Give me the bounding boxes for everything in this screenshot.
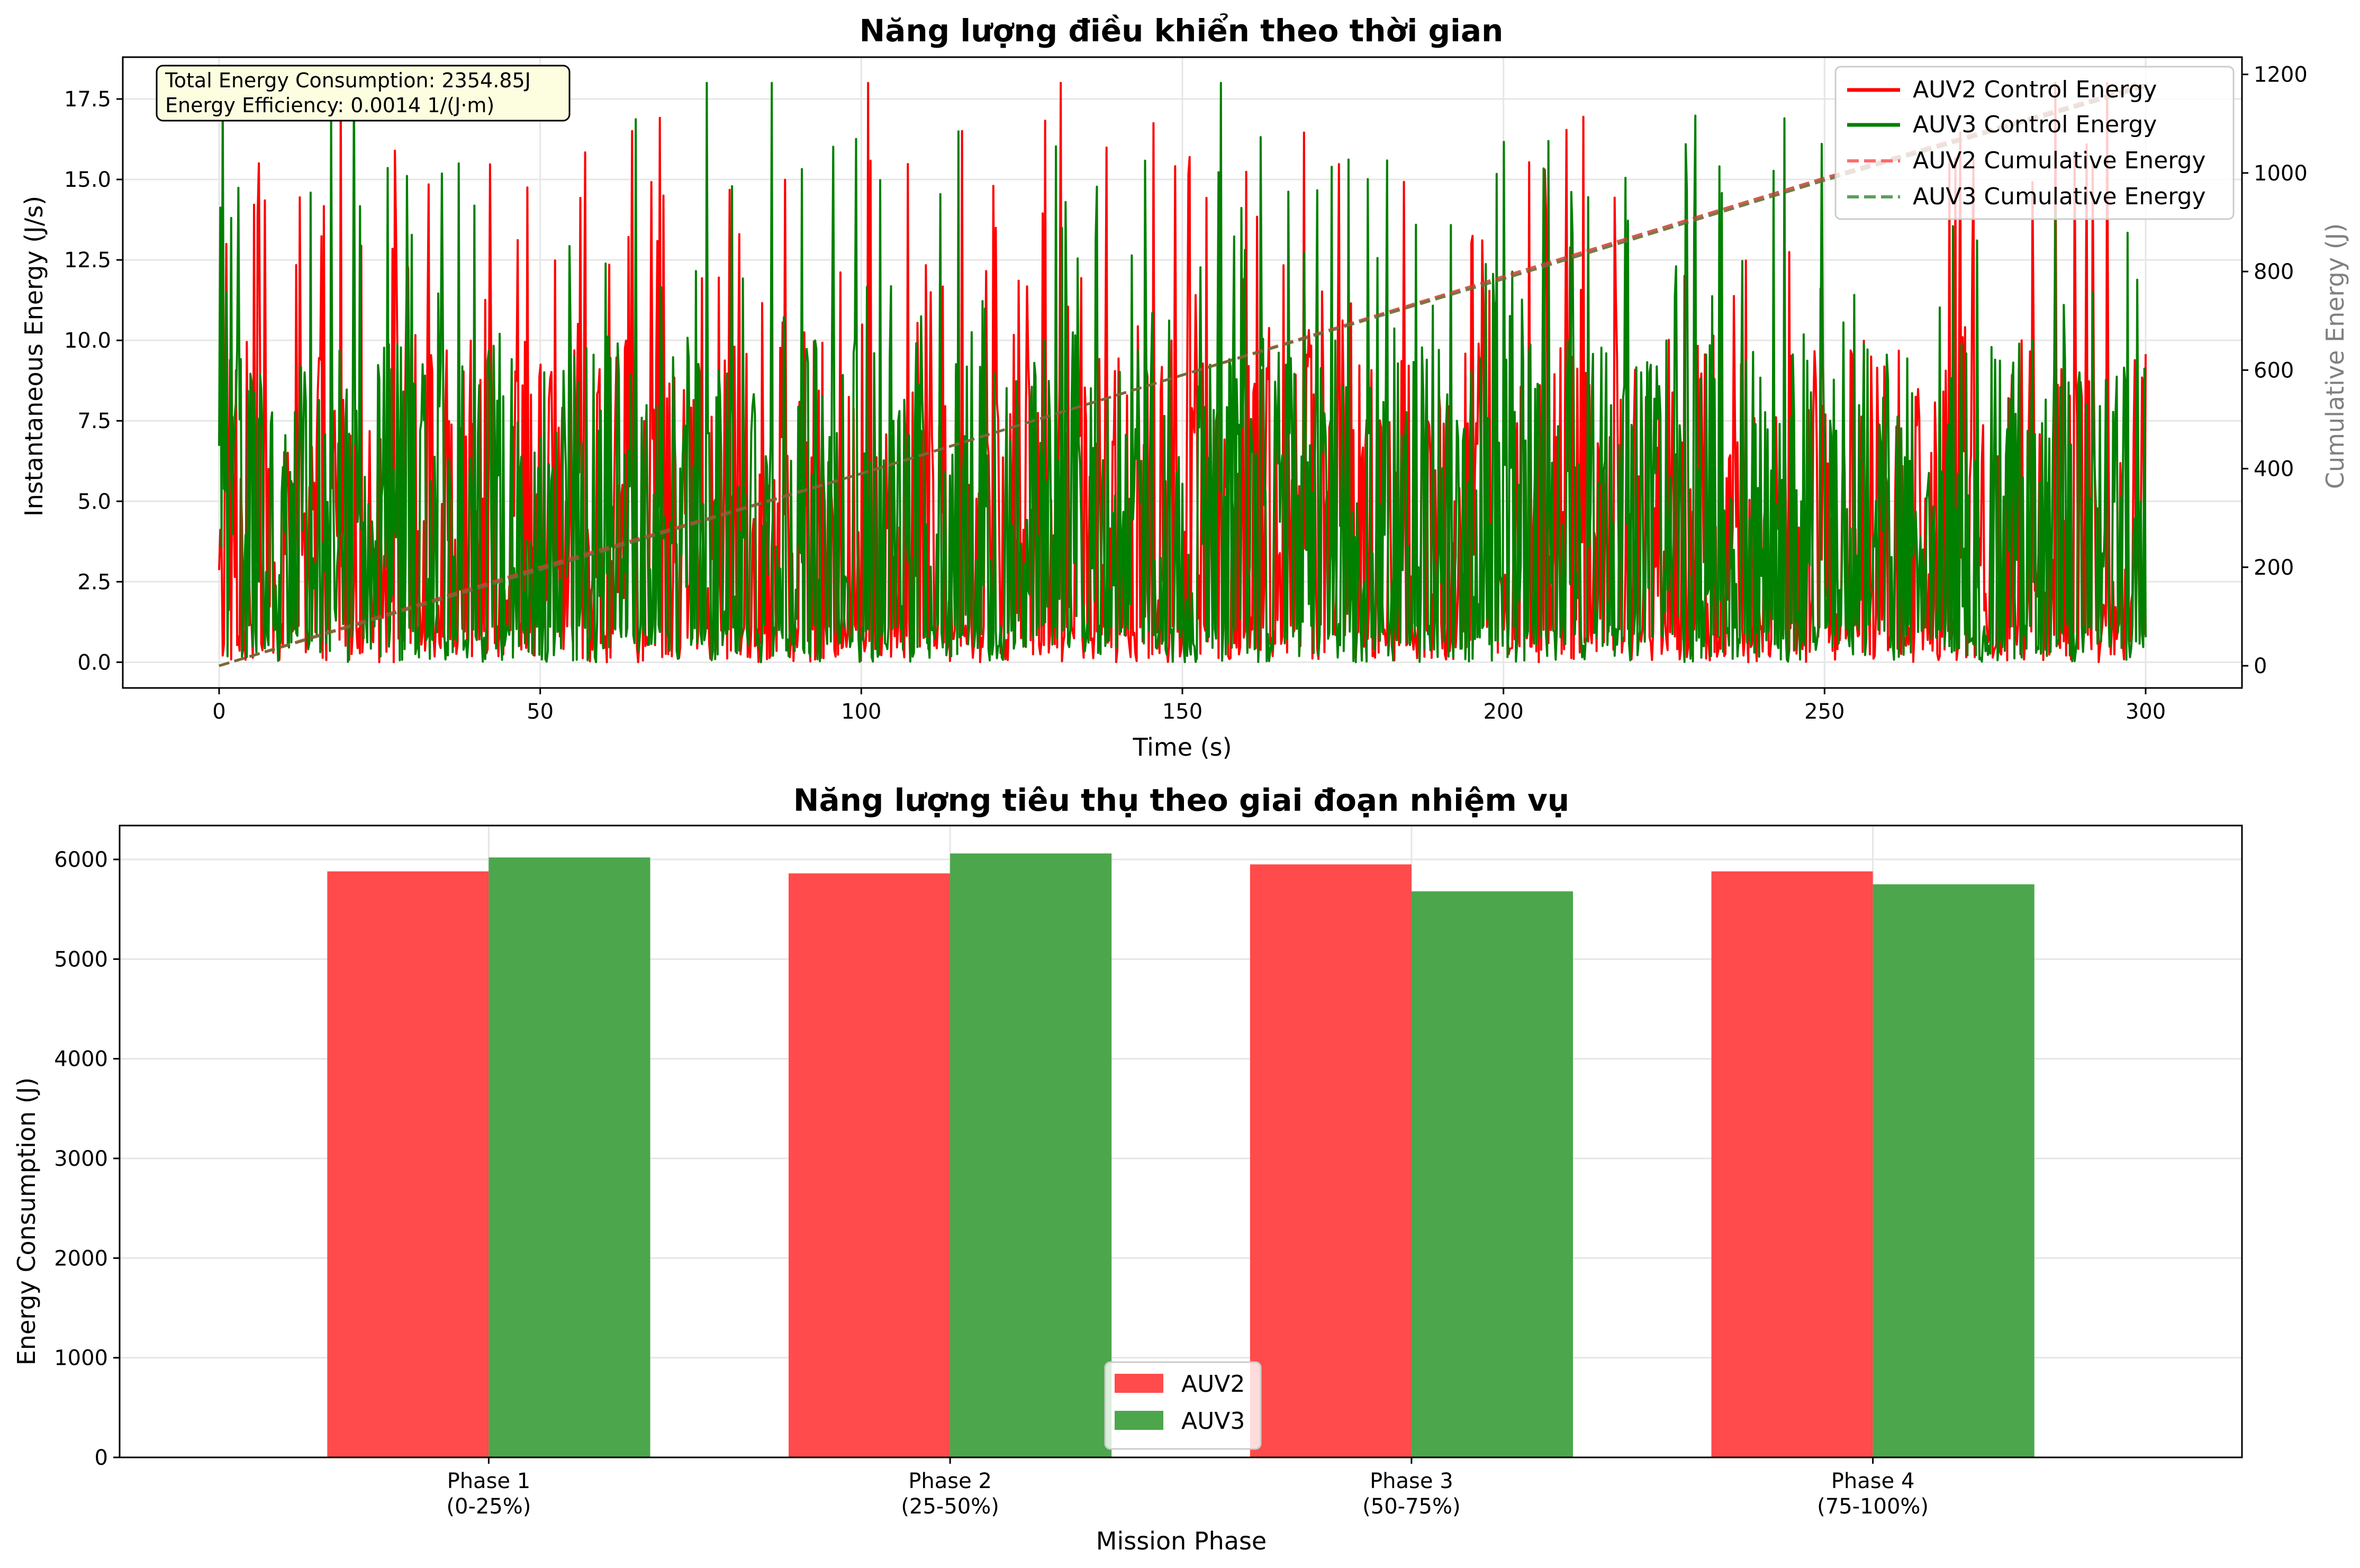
top-y2-tick-label: 800: [2254, 260, 2294, 284]
top-chart: Năng lượng điều khiển theo thời gian 0 50…: [20, 13, 2349, 762]
top-x-axis-label: Time (s): [1132, 733, 1232, 762]
top-y2-tick-label: 200: [2254, 556, 2294, 580]
top-legend: AUV2 Control Energy AUV3 Control Energy …: [1834, 66, 2235, 220]
energy-annotation: Total Energy Consumption: 2354.85J Energ…: [156, 65, 571, 122]
bottom-x-tick-label-phase: Phase 1: [447, 1469, 531, 1493]
bottom-chart-title: Năng lượng tiêu thụ theo giai đoạn nhiệm…: [793, 782, 1569, 818]
bottom-y-tick-label: 6000: [54, 848, 108, 872]
legend-auv2-control-label: AUV2 Control Energy: [1913, 76, 2157, 103]
top-x-tick-label: 0: [212, 700, 225, 724]
bottom-x-tick-label-phase: Phase 4: [1831, 1469, 1915, 1493]
bar-auv2-phase-1: [327, 871, 489, 1457]
top-y-tick-label: 10.0: [64, 329, 111, 353]
bottom-legend: AUV2 AUV3: [1104, 1361, 1262, 1450]
bottom-y-tick-label: 2000: [54, 1246, 108, 1271]
bottom-x-tick-label-range: (0-25%): [446, 1494, 531, 1519]
bottom-x-tick-label-phase: Phase 2: [908, 1469, 992, 1493]
top-y-axis-label: Instantaneous Energy (J/s): [20, 196, 48, 516]
top-y-tick-label: 0.0: [77, 650, 111, 675]
bottom-y-tick-label: 0: [95, 1446, 108, 1470]
legend-auv3-cumulative-label: AUV3 Cumulative Energy: [1913, 183, 2206, 210]
bottom-y-tick-label: 3000: [54, 1147, 108, 1171]
bottom-bars: [327, 853, 2035, 1457]
bottom-y-tick-label: 1000: [54, 1346, 108, 1371]
bottom-plot-frame: [119, 824, 2243, 1458]
annotation-box: [156, 65, 571, 122]
bottom-x-axis-label: Mission Phase: [1096, 1527, 1267, 1555]
legend-auv2-swatch: [1115, 1374, 1163, 1393]
top-y2-tick-label: 400: [2254, 457, 2294, 482]
annotation-efficiency: Energy Efficiency: 0.0014 1/(J·m): [165, 94, 494, 117]
bar-auv3-phase-4: [1873, 884, 2035, 1457]
bar-auv2-phase-2: [789, 873, 951, 1457]
bar-auv2-phase-4: [1711, 871, 1873, 1457]
top-x-tick-label: 300: [2126, 700, 2166, 724]
legend-auv2-label: AUV2: [1181, 1371, 1245, 1398]
top-y-tick-label: 15.0: [64, 168, 111, 192]
top-y2-tick-label: 600: [2254, 358, 2294, 383]
bottom-y-tick-label: 4000: [54, 1047, 108, 1072]
bar-auv2-phase-3: [1250, 864, 1412, 1457]
legend-auv2-cumulative-label: AUV2 Cumulative Energy: [1913, 147, 2206, 174]
top-chart-title: Năng lượng điều khiển theo thời gian: [860, 13, 1504, 49]
top-y-tick-label: 2.5: [77, 570, 111, 594]
top-axes: 0 50 100 150 200 250 300 0.0 2.5 5.0 7.5 10.0 12.5 15…: [64, 56, 2308, 724]
legend-auv3-control-label: AUV3 Control Energy: [1913, 111, 2157, 138]
bar-auv3-phase-2: [950, 853, 1112, 1457]
top-y-tick-label: 7.5: [77, 409, 111, 433]
annotation-total-energy: Total Energy Consumption: 2354.85J: [165, 69, 531, 92]
top-x-tick-label: 150: [1162, 700, 1202, 724]
bottom-y-axis-label: Energy Consumption (J): [12, 1077, 41, 1365]
bottom-x-tick-label-range: (50-75%): [1362, 1494, 1460, 1519]
bottom-x-tick-label-range: (25-50%): [901, 1494, 999, 1519]
bottom-x-tick-label-phase: Phase 3: [1370, 1469, 1453, 1493]
legend-auv3-swatch: [1115, 1411, 1163, 1430]
top-legend-box: [1834, 66, 2235, 220]
top-y2-tick-label: 1000: [2254, 161, 2308, 186]
top-y2-tick-label: 1200: [2254, 63, 2308, 87]
top-y2-axis-label: Cumulative Energy (J): [2321, 223, 2349, 489]
top-y-tick-label: 12.5: [64, 248, 111, 273]
top-x-tick-label: 250: [1804, 700, 1844, 724]
top-y2-tick-label: 0: [2254, 654, 2267, 678]
bottom-axes: 0 1000 2000 3000 4000 5000 6000 Phase 1(0-25%) P…: [54, 824, 2243, 1519]
bottom-x-tick-label-range: (75-100%): [1817, 1494, 1929, 1519]
bottom-y-tick-label: 5000: [54, 947, 108, 972]
top-series-layer: [218, 81, 2147, 667]
bottom-chart: Năng lượng tiêu thụ theo giai đoạn nhiệm…: [12, 782, 2243, 1555]
top-y-tick-label: 17.5: [64, 87, 111, 112]
top-y-tick-label: 5.0: [77, 490, 111, 514]
auv3-control-energy-line: [218, 81, 2147, 664]
top-x-tick-label: 200: [1483, 700, 1523, 724]
legend-auv3-label: AUV3: [1181, 1408, 1245, 1435]
bar-auv3-phase-3: [1411, 891, 1573, 1457]
bar-auv3-phase-1: [489, 857, 650, 1457]
top-x-tick-label: 100: [841, 700, 881, 724]
top-x-tick-label: 50: [527, 700, 554, 724]
auv3-cumulative-energy-line: [219, 85, 2146, 667]
